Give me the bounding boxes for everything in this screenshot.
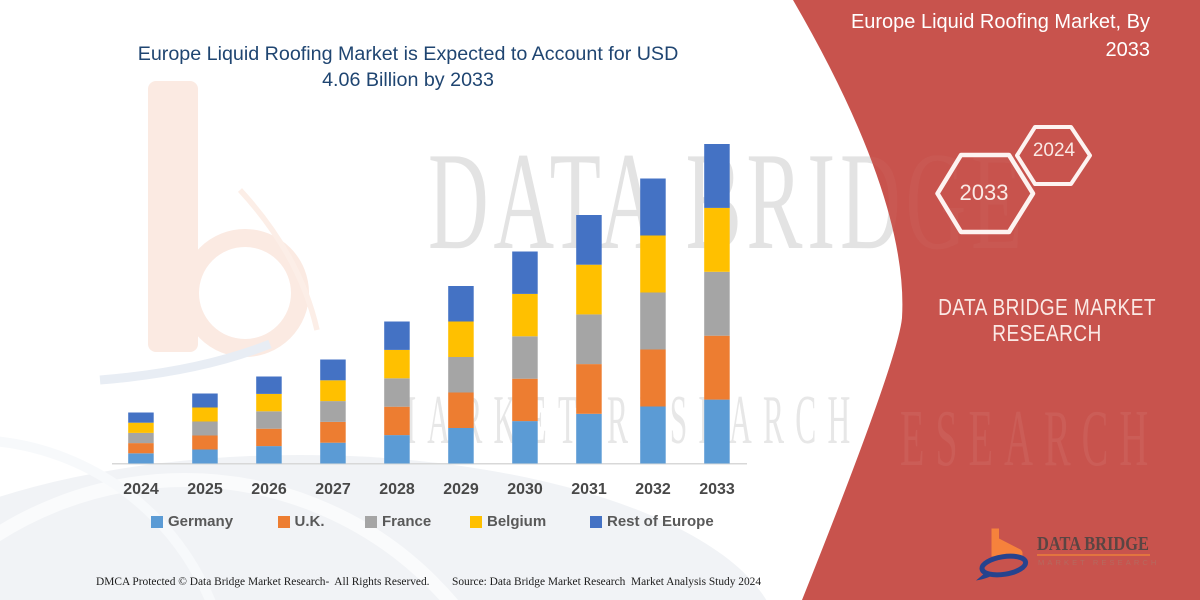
svg-text:ESEARCH: ESEARCH (900, 394, 1159, 483)
